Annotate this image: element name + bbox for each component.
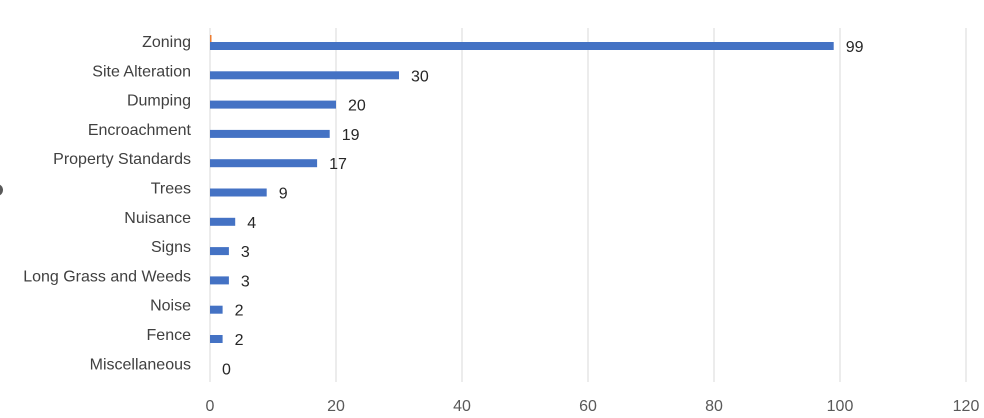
x-tick-label: 60 <box>579 398 597 415</box>
data-label: 2 <box>235 303 244 320</box>
bar <box>210 159 318 168</box>
category-label: Long Grass and Weeds <box>23 268 191 285</box>
cropped-marker <box>0 184 3 196</box>
bar <box>210 129 330 138</box>
bar <box>210 276 229 285</box>
category-labels: Zoning Site Alteration Dumping Encroachment… <box>23 34 191 373</box>
bar-secondary <box>210 35 212 42</box>
category-label: Noise <box>150 298 191 315</box>
bar <box>210 42 834 50</box>
bar <box>210 100 336 109</box>
x-tick-label: 0 <box>206 398 215 415</box>
category-label: Signs <box>151 239 191 256</box>
data-label: 99 <box>846 39 864 56</box>
data-label: 20 <box>348 98 366 115</box>
data-label: 4 <box>247 215 256 232</box>
category-label: Encroachment <box>88 122 192 139</box>
data-label: 19 <box>342 127 360 144</box>
bar <box>210 305 223 314</box>
x-tick-label: 20 <box>327 398 345 415</box>
data-label: 3 <box>241 273 250 290</box>
category-label: Fence <box>147 327 192 344</box>
category-label: Nuisance <box>124 210 191 227</box>
x-tick-label: 80 <box>705 398 723 415</box>
x-tick-label: 100 <box>827 398 854 415</box>
gridlines <box>209 28 967 382</box>
data-label: 17 <box>329 156 347 173</box>
bar <box>210 247 229 256</box>
category-label: Zoning <box>142 34 191 51</box>
data-label: 0 <box>222 361 231 378</box>
x-tick-label: 40 <box>453 398 471 415</box>
category-label: Miscellaneous <box>90 356 191 373</box>
x-tick-label: 120 <box>953 398 980 415</box>
category-label: Trees <box>151 181 191 198</box>
category-label: Dumping <box>127 93 191 110</box>
bar <box>210 71 399 80</box>
bar <box>210 335 223 343</box>
bars <box>210 35 834 343</box>
x-axis-ticks: 0 20 40 60 80 100 120 <box>206 398 980 415</box>
data-label: 3 <box>241 244 250 261</box>
data-label: 30 <box>411 68 429 85</box>
category-label: Property Standards <box>53 151 191 168</box>
bar <box>210 188 267 197</box>
data-label: 2 <box>235 332 244 349</box>
category-label: Site Alteration <box>92 63 191 80</box>
bar <box>210 217 236 226</box>
data-label: 9 <box>279 186 288 203</box>
